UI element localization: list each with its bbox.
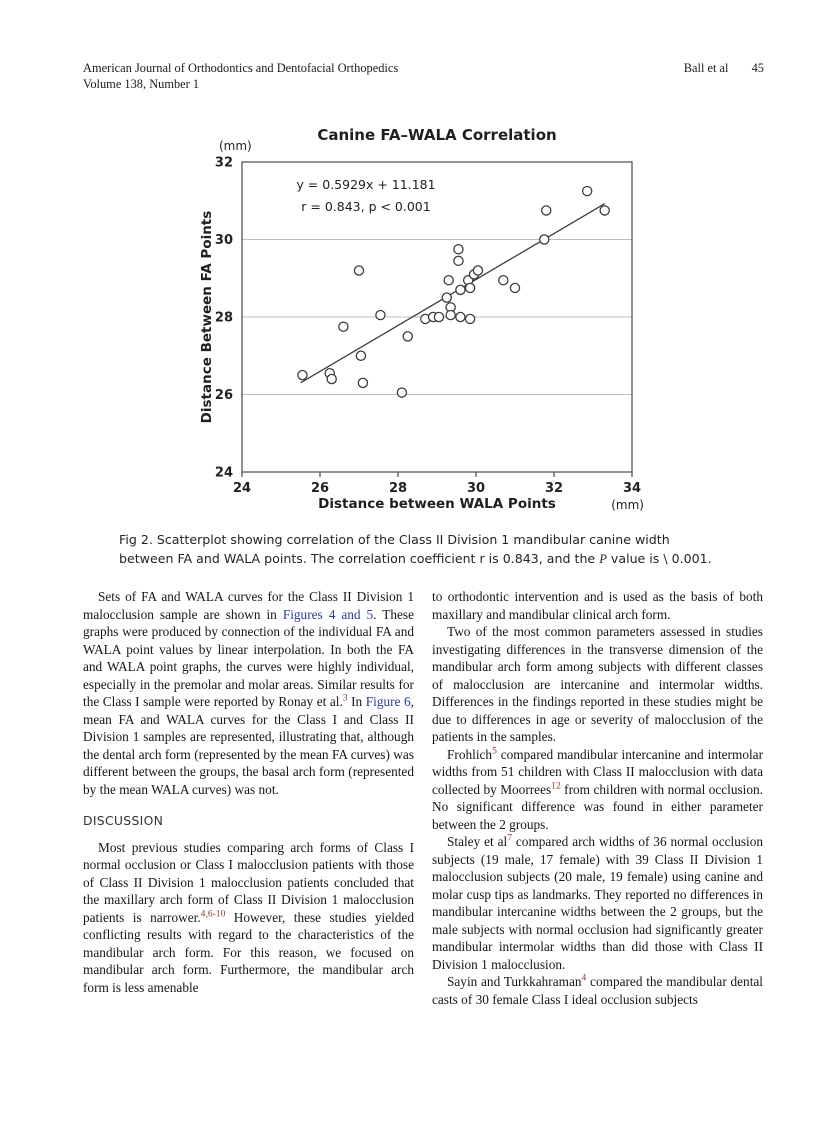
data-point — [441, 292, 452, 303]
text-run: to orthodontic intervention and is used … — [432, 589, 763, 622]
text-run: Two of the most common parameters assess… — [432, 624, 763, 744]
text-run: Staley et al — [447, 834, 508, 849]
data-point — [357, 377, 369, 389]
regression-annotation: y = 0.5929x + 11.181 r = 0.843, p < 0.00… — [271, 174, 461, 218]
data-point — [326, 373, 337, 385]
data-point — [433, 311, 445, 323]
data-point — [509, 282, 521, 294]
journal-title: American Journal of Orthodontics and Den… — [83, 61, 399, 75]
x-tick-label: 26 — [311, 481, 329, 496]
data-point — [581, 185, 593, 197]
body-paragraph: Sets of FA and WALA curves for the Class… — [83, 588, 414, 798]
page-number: 45 — [751, 61, 764, 75]
journal-issue: Volume 138, Number 1 — [83, 77, 200, 91]
text-run: Sayin and Turkkahraman — [447, 974, 582, 989]
data-point — [402, 331, 413, 342]
body-paragraph: Sayin and Turkkahraman4 compared the man… — [432, 973, 763, 1008]
data-point — [498, 274, 509, 286]
x-tick-label: 34 — [623, 481, 641, 496]
text-run: value is \ 0.001. — [606, 550, 712, 566]
data-point — [599, 205, 610, 216]
citation-superscript[interactable]: 3 — [342, 692, 348, 704]
figure-caption: Fig 2. Scatterplot showing correlation o… — [119, 531, 725, 568]
italic-text: P — [599, 551, 607, 566]
y-tick-label: 24 — [215, 466, 233, 481]
scatterplot-canvas: 24 26 28 30 32 34 24 26 28 30 32 — [215, 156, 641, 497]
text-column-left: Sets of FA and WALA curves for the Class… — [83, 588, 414, 996]
regression-line — [300, 203, 606, 384]
x-tick-label: 30 — [467, 481, 485, 496]
text-run: compared the mandibular dental casts of … — [432, 974, 763, 1007]
data-point — [297, 369, 308, 381]
body-paragraph: Frohlich5 compared mandibular intercanin… — [432, 746, 763, 834]
running-author: Ball et al — [683, 61, 729, 75]
citation-superscript[interactable]: 4,6-10 — [200, 908, 226, 920]
text-run: In — [347, 694, 366, 709]
text-run: Fig 2. Scatterplot showing correlation o… — [119, 532, 670, 566]
y-tick-label: 32 — [215, 156, 233, 171]
figure-2-scatterplot: Canine FA–WALA Correlation (mm) Distance… — [190, 122, 650, 526]
y-tick-label: 26 — [215, 388, 233, 403]
citation-superscript[interactable]: 12 — [551, 780, 561, 792]
body-paragraph: to orthodontic intervention and is used … — [432, 588, 763, 623]
x-tick-label: 32 — [545, 481, 563, 496]
data-point — [472, 265, 484, 276]
data-point — [338, 321, 349, 332]
data-point — [375, 309, 386, 321]
data-point — [464, 313, 476, 325]
figure-reference-link[interactable]: Figures 4 and 5 — [282, 606, 374, 622]
x-tick-label: 24 — [233, 481, 251, 496]
x-axis-label: Distance between WALA Points — [318, 496, 556, 512]
data-point — [455, 284, 466, 296]
body-paragraph: Most previous studies comparing arch for… — [83, 839, 414, 997]
text-run: Sets of FA and WALA curves for the Class… — [83, 589, 414, 622]
text-run: from children with normal occlusion. No … — [432, 781, 763, 832]
data-point — [445, 309, 456, 321]
data-point — [443, 274, 454, 286]
data-point — [355, 350, 367, 361]
section-heading: DISCUSSION — [83, 813, 164, 828]
data-point — [396, 387, 408, 398]
text-run: Most previous studies comparing arch for… — [83, 839, 414, 925]
citation-superscript[interactable]: 7 — [507, 832, 512, 844]
correlation-stats: r = 0.843, p < 0.001 — [301, 199, 431, 214]
citation-superscript[interactable]: 4 — [581, 972, 587, 984]
data-point — [353, 265, 365, 276]
journal-header-right: Ball et al 45 — [684, 60, 764, 92]
text-run: However, these studies yielded conflicti… — [83, 909, 415, 995]
text-run: compared mandibular intercanine and inte… — [432, 746, 763, 797]
regression-equation: y = 0.5929x + 11.181 — [296, 177, 436, 192]
data-point — [538, 234, 550, 245]
data-point — [464, 282, 476, 294]
figure-reference-link[interactable]: Figure 6 — [365, 694, 411, 709]
data-point — [453, 255, 464, 267]
text-run: . These graphs were produced by connecti… — [83, 606, 414, 710]
y-tick-label: 28 — [215, 311, 233, 326]
y-tick-label: 30 — [215, 233, 233, 248]
body-paragraph: Staley et al7 compared arch widths of 36… — [432, 833, 763, 973]
text-run: , mean FA and WALA curves for the Class … — [83, 694, 414, 797]
page-header: American Journal of Orthodontics and Den… — [83, 60, 764, 92]
chart-title: Canine FA–WALA Correlation — [317, 126, 557, 144]
body-paragraph: Two of the most common parameters assess… — [432, 623, 763, 746]
data-point — [453, 243, 464, 255]
y-axis-unit-label: (mm) — [219, 139, 252, 153]
data-point — [455, 311, 466, 323]
x-axis-unit-label: (mm) — [611, 498, 644, 512]
text-column-right: to orthodontic intervention and is used … — [432, 588, 763, 1008]
text-run: Frohlich — [447, 746, 493, 762]
citation-superscript[interactable]: 5 — [492, 745, 497, 757]
data-point — [540, 205, 552, 216]
plot-border — [241, 161, 633, 473]
journal-header-left: American Journal of Orthodontics and Den… — [83, 60, 398, 92]
x-tick-label: 28 — [389, 481, 407, 496]
text-run: compared arch widths of 36 normal occlus… — [432, 834, 764, 972]
